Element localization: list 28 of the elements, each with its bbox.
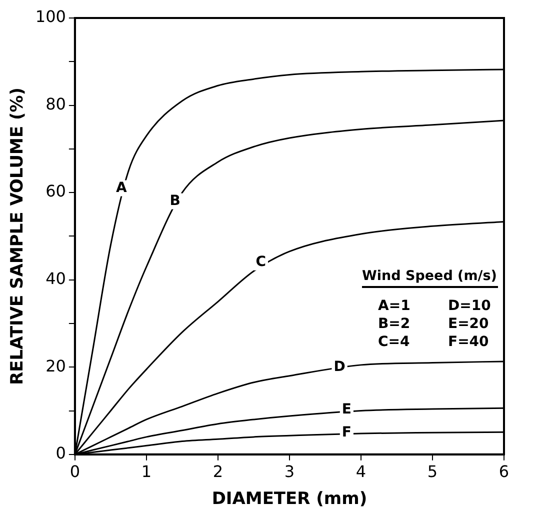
annotation: B [170, 192, 180, 209]
y-tick-label: 20 [46, 356, 66, 376]
y-tick-label: 40 [46, 268, 66, 288]
annotation: E=20 [448, 316, 490, 334]
y-tick-label: 80 [46, 94, 66, 114]
annotation: C=4 [378, 334, 411, 352]
annotation: E [342, 402, 352, 418]
x-tick-label: 3 [284, 462, 295, 482]
y-tick-label: 100 [35, 7, 66, 26]
x-tick-label: 1 [141, 462, 152, 482]
x-tick-label: 6 [498, 462, 510, 482]
annotation: F [342, 424, 352, 441]
annotation: A=1 [378, 298, 412, 316]
legend-title: Wind Speed (m/s) [362, 268, 498, 288]
annotation: F=40 [448, 334, 490, 352]
annotation: D [334, 358, 346, 375]
annotation: A [116, 180, 127, 196]
x-tick-label: 2 [212, 462, 224, 482]
x-axis-title: DIAMETER (mm) [212, 489, 368, 510]
annotation: C [256, 254, 266, 270]
y-tick-label: 60 [46, 182, 66, 201]
x-tick-label: 0 [70, 462, 80, 482]
annotation: D=10 [448, 298, 492, 316]
y-tick-label: 0 [56, 444, 66, 463]
y-axis-title: RELATIVE SAMPLE VOLUME (%) [8, 87, 28, 385]
x-tick-label: 5 [427, 462, 438, 482]
x-tick-label: 4 [356, 462, 366, 482]
annotation: B=2 [378, 316, 412, 334]
